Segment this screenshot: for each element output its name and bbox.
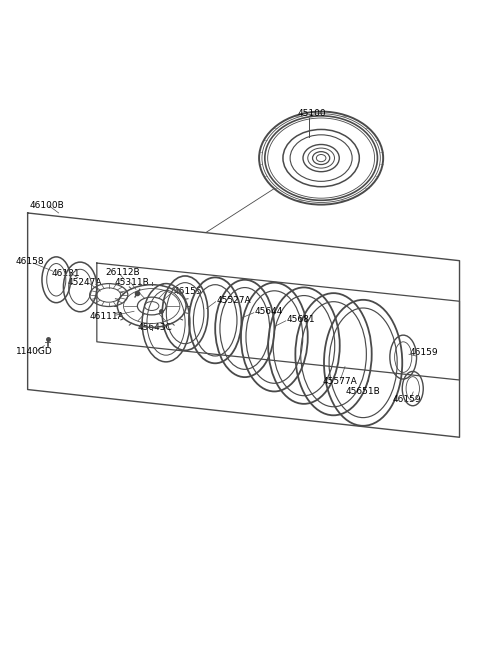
Text: 45527A: 45527A [216, 296, 251, 305]
Text: 45247A: 45247A [67, 278, 102, 287]
Text: 45643C: 45643C [138, 324, 173, 333]
Text: 45311B: 45311B [115, 278, 150, 287]
Text: 45651B: 45651B [346, 387, 381, 396]
Text: 45644: 45644 [254, 307, 283, 316]
Text: 45100: 45100 [297, 109, 326, 118]
Text: 46159: 46159 [393, 394, 421, 403]
Text: 46100B: 46100B [29, 201, 64, 210]
Text: 46111A: 46111A [90, 312, 124, 320]
Text: 46158: 46158 [16, 257, 44, 266]
Text: 45681: 45681 [286, 315, 315, 324]
Text: 45577A: 45577A [322, 377, 357, 386]
Text: 26112B: 26112B [106, 268, 140, 277]
Text: 46131: 46131 [51, 269, 80, 278]
Text: 46155: 46155 [173, 287, 202, 295]
Text: 46159: 46159 [410, 348, 439, 357]
Text: 1140GD: 1140GD [16, 347, 52, 356]
